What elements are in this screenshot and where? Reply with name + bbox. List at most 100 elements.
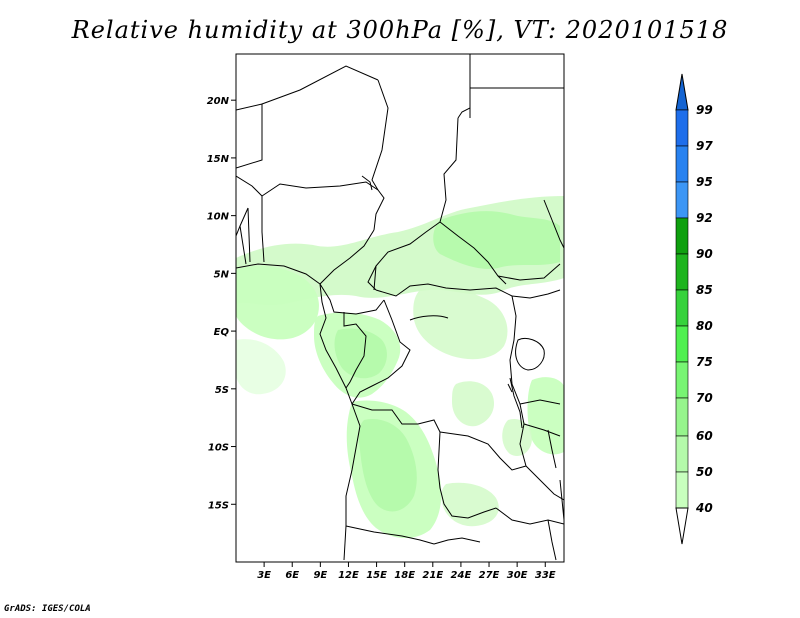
colorbar-segment bbox=[675, 217, 689, 255]
border-ethiopia bbox=[543, 199, 564, 249]
grads-credit: GrADS: IGES/COLA bbox=[4, 604, 91, 614]
lat-label: 20N bbox=[207, 96, 230, 107]
border-congo bbox=[343, 312, 367, 389]
border-algeria-mali bbox=[236, 103, 263, 169]
border-zambia-zimbabwe bbox=[495, 507, 564, 525]
border-drc-east bbox=[509, 295, 527, 467]
colorbar-segment bbox=[675, 435, 689, 473]
border-nigeria-north bbox=[261, 181, 385, 231]
longitude-axis: 3E 6E 9E 12E 15E 18E 21E 24E 27E 30E 33E bbox=[257, 562, 556, 581]
colorbar-segment bbox=[675, 289, 689, 327]
lat-label: 10S bbox=[208, 443, 229, 454]
lon-label: 12E bbox=[338, 570, 359, 581]
lat-label: 15S bbox=[208, 500, 229, 511]
border-drc-angola bbox=[351, 403, 441, 471]
coast-southeast bbox=[559, 479, 564, 521]
colorbar-label: 85 bbox=[696, 283, 713, 297]
border-angola-namibia bbox=[345, 525, 435, 545]
colorbar-label: 75 bbox=[696, 355, 713, 369]
border-congo-drc bbox=[351, 299, 411, 405]
lat-label: 5N bbox=[214, 269, 230, 280]
humidity-band-north-core bbox=[433, 211, 560, 269]
lon-label: 21E bbox=[422, 570, 443, 581]
humidity-band-south bbox=[441, 482, 499, 527]
lat-label: 10N bbox=[207, 212, 230, 223]
colorbar-label: 50 bbox=[696, 465, 713, 479]
colorbar-segment bbox=[675, 361, 689, 399]
latitude-axis: 20N 15N 10N 5N EQ 5S 10S 15S bbox=[207, 96, 236, 511]
border-uganda-kenya bbox=[511, 289, 561, 299]
lon-label: 33E bbox=[535, 570, 556, 581]
lat-label: 15N bbox=[207, 154, 230, 165]
humidity-band-far-southwest bbox=[236, 339, 286, 395]
humidity-band-east bbox=[527, 377, 564, 455]
coastline bbox=[236, 263, 361, 561]
lon-label: 18E bbox=[394, 570, 415, 581]
border-cameroon-south bbox=[319, 283, 385, 315]
border-togo bbox=[239, 207, 251, 265]
lon-label: 27E bbox=[479, 570, 500, 581]
border-mali-burkina bbox=[236, 175, 263, 197]
border-zimbabwe-mozambique bbox=[547, 519, 557, 561]
colorbar-label: 90 bbox=[696, 247, 713, 261]
humidity-band-southeast bbox=[452, 381, 495, 427]
colorbar-label: 97 bbox=[696, 139, 713, 153]
border-car-sudan bbox=[439, 221, 507, 285]
border-zambia-east bbox=[525, 465, 564, 501]
colorbar-segment bbox=[675, 109, 689, 147]
border-car-drc bbox=[375, 283, 513, 297]
border-nigeria-cameroon bbox=[319, 229, 375, 285]
border-drc-zambia bbox=[439, 431, 527, 471]
border-sudan-south bbox=[497, 263, 561, 281]
colorbar-label: 40 bbox=[695, 501, 713, 515]
river-congo bbox=[409, 315, 449, 321]
map-frame bbox=[235, 53, 565, 563]
lon-label: 15E bbox=[366, 570, 387, 581]
border-mali-niger bbox=[261, 65, 379, 105]
colorbar-cap-top bbox=[675, 73, 689, 111]
humidity-shading bbox=[236, 196, 564, 539]
lake-tanganyika bbox=[509, 377, 523, 429]
border-namibia-botswana bbox=[433, 537, 481, 545]
border-nigeria-benin bbox=[261, 196, 265, 263]
lake-victoria bbox=[515, 337, 545, 371]
lon-label: 24E bbox=[451, 570, 472, 581]
colorbar-segment bbox=[675, 181, 689, 219]
colorbar-segment bbox=[675, 145, 689, 183]
humidity-band-angola-core bbox=[358, 418, 417, 512]
lake-kivu bbox=[507, 383, 513, 393]
humidity-band-lake bbox=[502, 418, 532, 457]
country-borders bbox=[236, 54, 564, 561]
lon-label: 3E bbox=[257, 570, 271, 581]
colorbar-segment bbox=[675, 253, 689, 291]
lon-label: 6E bbox=[285, 570, 299, 581]
lon-label: 9E bbox=[313, 570, 327, 581]
lon-label: 30E bbox=[507, 570, 528, 581]
humidity-band-west bbox=[236, 265, 319, 340]
lake-chad bbox=[361, 175, 373, 191]
colorbar-segment bbox=[675, 471, 689, 509]
colorbar-cap-bottom bbox=[675, 507, 689, 545]
border-angola-zambia bbox=[437, 469, 497, 519]
humidity-band-congo-core bbox=[334, 328, 387, 379]
lat-label: 5S bbox=[215, 385, 229, 396]
colorbar-label: 92 bbox=[696, 211, 713, 225]
colorbar-segment bbox=[675, 325, 689, 363]
map-title: Relative humidity at 300hPa [%], VT: 202… bbox=[71, 16, 729, 44]
border-tanzania bbox=[519, 399, 561, 437]
colorbar-label: 60 bbox=[696, 429, 713, 443]
lat-label: EQ bbox=[214, 327, 230, 338]
colorbar-label: 95 bbox=[696, 175, 713, 189]
colorbar: 99 97 95 92 90 85 80 75 70 60 50 40 bbox=[675, 73, 713, 545]
colorbar-label: 99 bbox=[696, 103, 713, 117]
border-niger-chad bbox=[371, 79, 389, 191]
border-libya-sudan bbox=[457, 54, 471, 119]
border-chad-car bbox=[373, 221, 441, 291]
humidity-band-central bbox=[413, 287, 508, 360]
border-ghana bbox=[236, 207, 249, 237]
colorbar-label: 80 bbox=[696, 319, 713, 333]
colorbar-segment bbox=[675, 397, 689, 437]
colorbar-label: 70 bbox=[696, 391, 713, 405]
lake-malawi bbox=[547, 429, 557, 469]
